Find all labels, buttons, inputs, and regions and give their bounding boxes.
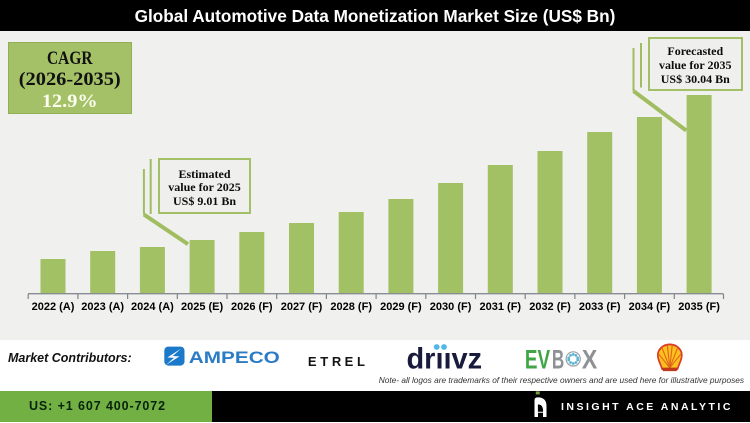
svg-text:R: R	[332, 354, 342, 369]
svg-text:B: B	[552, 345, 564, 375]
svg-text:2035 (F): 2035 (F)	[678, 301, 720, 313]
svg-text:2029 (F): 2029 (F)	[380, 301, 422, 313]
svg-text:2028 (F): 2028 (F)	[330, 301, 372, 313]
svg-text:E: E	[308, 354, 317, 369]
svg-text:AMPECO: AMPECO	[189, 349, 280, 367]
svg-text:2033 (F): 2033 (F)	[579, 301, 621, 313]
svg-text:2024 (A): 2024 (A)	[131, 301, 174, 313]
svg-text:E: E	[345, 354, 354, 369]
svg-text:2026 (F): 2026 (F)	[231, 301, 273, 313]
svg-text:2034 (F): 2034 (F)	[629, 301, 671, 313]
svg-text:2023 (A): 2023 (A)	[81, 301, 124, 313]
svg-text:EV: EV	[525, 345, 550, 375]
svg-text:2027 (F): 2027 (F)	[281, 301, 323, 313]
svg-text:2030 (F): 2030 (F)	[430, 301, 472, 313]
svg-text:X: X	[582, 345, 598, 375]
svg-text:2031 (F): 2031 (F)	[480, 301, 522, 313]
svg-text:2032 (F): 2032 (F)	[529, 301, 571, 313]
svg-text:2025 (E): 2025 (E)	[181, 301, 224, 313]
svg-text:2022 (A): 2022 (A)	[32, 301, 75, 313]
svg-text:L: L	[357, 354, 365, 369]
svg-text:T: T	[320, 354, 328, 369]
